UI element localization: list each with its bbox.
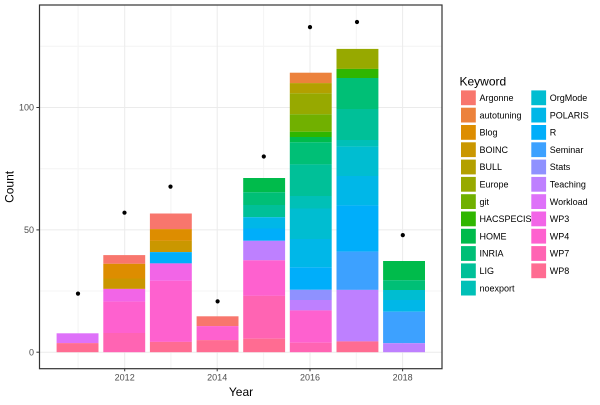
- svg-text:autotuning: autotuning: [480, 110, 522, 120]
- svg-text:POLARIS: POLARIS: [550, 110, 589, 120]
- svg-text:Europe: Europe: [480, 180, 509, 190]
- svg-text:Keyword: Keyword: [460, 74, 507, 88]
- svg-text:2016: 2016: [300, 373, 320, 383]
- svg-text:Year: Year: [229, 385, 253, 399]
- svg-text:Count: Count: [3, 170, 17, 203]
- svg-text:50: 50: [24, 225, 34, 235]
- svg-text:WP3: WP3: [550, 214, 570, 224]
- svg-text:git: git: [480, 197, 490, 207]
- svg-text:2012: 2012: [115, 373, 135, 383]
- svg-text:LIG: LIG: [480, 266, 495, 276]
- svg-text:100: 100: [19, 103, 34, 113]
- svg-text:R: R: [550, 128, 557, 138]
- svg-text:0: 0: [29, 347, 34, 357]
- svg-text:2018: 2018: [393, 373, 413, 383]
- svg-text:2014: 2014: [207, 373, 227, 383]
- svg-text:Argonne: Argonne: [480, 93, 514, 103]
- svg-text:Blog: Blog: [480, 128, 498, 138]
- svg-text:Stats: Stats: [550, 162, 571, 172]
- svg-text:BULL: BULL: [480, 162, 503, 172]
- svg-text:OrgMode: OrgMode: [550, 93, 588, 103]
- svg-text:Seminar: Seminar: [550, 145, 584, 155]
- svg-text:HOME: HOME: [480, 231, 507, 241]
- svg-text:Workload: Workload: [550, 197, 588, 207]
- svg-text:noexport: noexport: [480, 283, 516, 293]
- svg-text:WP4: WP4: [550, 231, 570, 241]
- svg-text:INRIA: INRIA: [480, 249, 504, 259]
- svg-text:Teaching: Teaching: [550, 180, 586, 190]
- svg-text:BOINC: BOINC: [480, 145, 509, 155]
- svg-text:WP8: WP8: [550, 266, 570, 276]
- svg-text:WP7: WP7: [550, 249, 570, 259]
- svg-text:HACSPECIS: HACSPECIS: [480, 214, 532, 224]
